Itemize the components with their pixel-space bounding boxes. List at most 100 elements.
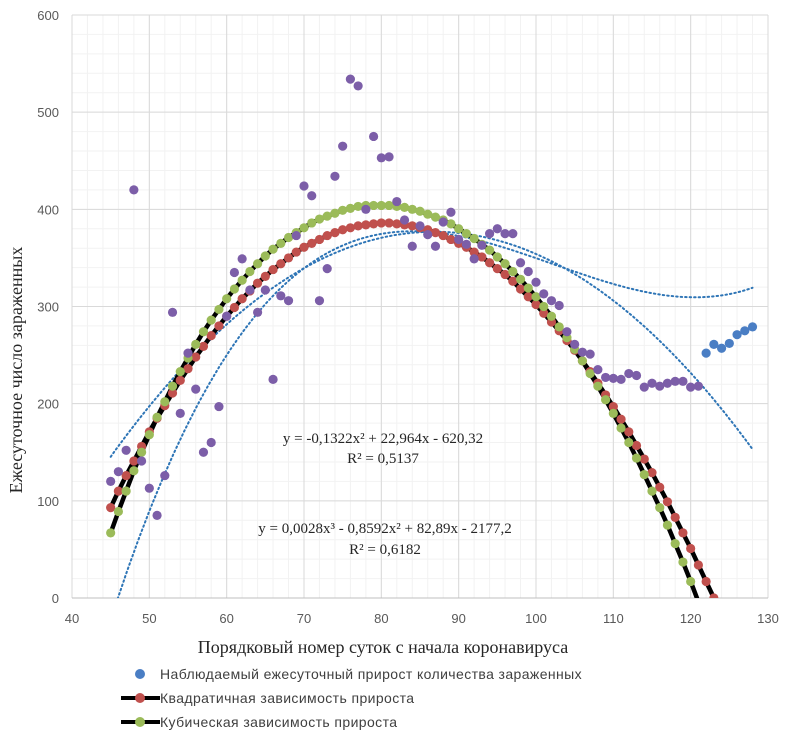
fit-point-quadratic (523, 292, 533, 302)
fit-point-quadratic (631, 440, 642, 451)
fit-point-quadratic (361, 220, 371, 230)
fit-point-cubic (283, 232, 294, 243)
observed-point (500, 229, 510, 239)
observed-point (314, 296, 325, 306)
x-tick-label: 100 (525, 611, 547, 626)
y-tick-label: 100 (37, 494, 59, 509)
fit-point-quadratic (338, 225, 348, 235)
fit-point-cubic (330, 208, 340, 218)
observed-point (624, 368, 634, 379)
fit-point-cubic (129, 466, 139, 476)
fit-point-cubic (601, 395, 611, 405)
fit-point-quadratic (291, 247, 301, 257)
fit-point-cubic (322, 211, 332, 221)
observed-point (686, 382, 696, 392)
major-gridlines (71, 14, 769, 599)
observed-point (678, 376, 688, 386)
observed-point (345, 74, 355, 84)
fit-point-cubic (678, 557, 688, 567)
fit-point-cubic (647, 486, 657, 496)
observed-point (399, 215, 410, 225)
observed-point (338, 141, 348, 151)
observed-point (330, 171, 340, 181)
fit-point-cubic (446, 219, 456, 229)
observed-point (701, 348, 711, 358)
fit-point-cubic (191, 339, 201, 349)
fit-point-quadratic (376, 218, 386, 228)
observed-point (322, 264, 332, 274)
legend-label-quadratic: Квадратичная зависимость прироста (160, 690, 414, 706)
fit-point-quadratic (515, 284, 526, 294)
fit-point-cubic (237, 275, 247, 285)
x-tick-label: 130 (757, 611, 779, 626)
observed-point (508, 229, 518, 239)
observed-point (477, 240, 487, 250)
fit-point-quadratic (608, 401, 618, 412)
observed-point (307, 191, 317, 201)
fit-point-cubic (461, 229, 471, 239)
observed-point (423, 229, 433, 240)
fit-point-cubic (608, 408, 618, 418)
fit-point-cubic (152, 412, 162, 422)
observed-point (175, 408, 185, 418)
fit-point-cubic (106, 528, 116, 538)
x-tick-label: 80 (374, 611, 388, 626)
fit-point-cubic (639, 469, 649, 480)
fit-point-cubic (260, 251, 270, 261)
fit-point-quadratic (237, 294, 247, 304)
fit-point-quadratic (307, 238, 317, 248)
fit-point-quadratic (616, 414, 626, 424)
fit-point-quadratic (183, 364, 193, 374)
fit-point-cubic (268, 244, 278, 254)
fit-point-quadratic (709, 593, 719, 598)
fit-point-quadratic (283, 253, 294, 263)
fit-point-cubic (415, 206, 425, 216)
observed-point (662, 378, 673, 388)
fit-point-cubic (214, 304, 224, 315)
observed-point (222, 311, 232, 321)
cubic-trendline (116, 230, 754, 598)
observed-point (245, 285, 255, 295)
observed-point (260, 285, 270, 295)
x-axis-title: Порядковый номер суток с начала коронави… (198, 637, 568, 657)
legend-marker-observed (135, 669, 145, 679)
fit-point-quadratic (268, 264, 278, 275)
fit-point-quadratic (276, 259, 286, 269)
observed-point (570, 339, 580, 349)
legend-item-cubic: Кубическая зависимость прироста (121, 714, 397, 730)
cubic-equation: y = 0,0028x³ - 0,8592x² + 82,89x - 2177,… (258, 521, 511, 537)
observed-point (276, 291, 286, 301)
fit-point-quadratic (129, 456, 139, 466)
fit-point-cubic (345, 203, 355, 213)
observed-point (515, 258, 526, 268)
observed-point (384, 152, 394, 162)
fit-point-quadratic (299, 242, 309, 252)
fit-point-quadratic (191, 352, 201, 362)
observed-point (299, 181, 309, 191)
observed-point (554, 300, 564, 311)
fit-point-cubic (500, 259, 510, 269)
y-tick-label: 600 (37, 8, 59, 23)
observed-point (191, 384, 201, 394)
quadratic-r2: R² = 0,5137 (347, 451, 419, 467)
observed-point (454, 234, 464, 245)
observed-point (709, 339, 719, 349)
fit-point-quadratic (477, 252, 487, 262)
fit-point-cubic (137, 447, 147, 457)
observed-point (376, 153, 386, 163)
fit-point-cubic (539, 301, 549, 312)
y-axis-title: Ежесуточное число зараженных (6, 247, 26, 494)
y-tick-label: 200 (37, 397, 59, 412)
fit-point-cubic (353, 201, 363, 212)
observed-point (601, 372, 611, 383)
fit-point-cubic (686, 576, 696, 587)
observed-point (523, 266, 533, 277)
observed-point (539, 289, 549, 299)
fit-point-quadratic (369, 219, 379, 229)
fit-point-quadratic (260, 271, 270, 281)
fit-point-quadratic (330, 228, 340, 238)
fit-point-cubic (430, 212, 441, 222)
legend-label-observed: Наблюдаемый ежесуточный прирост количест… (160, 666, 582, 682)
observed-point (237, 254, 247, 264)
